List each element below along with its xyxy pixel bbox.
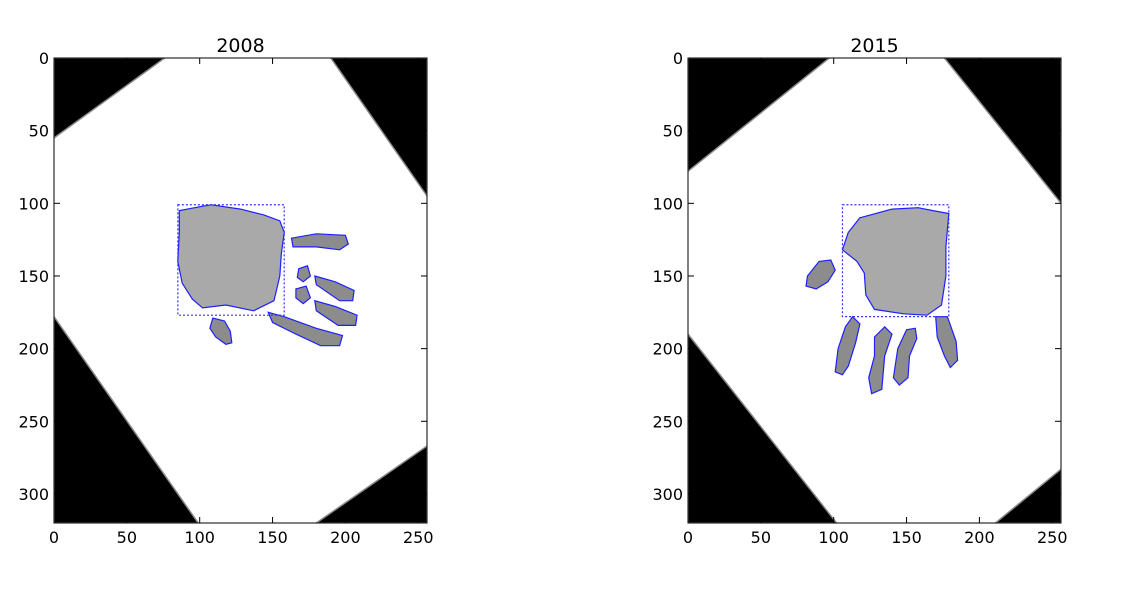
x-tick-label: 250 [403, 528, 434, 547]
y-tick-label: 200 [18, 340, 49, 359]
y-tick-label: 50 [663, 122, 683, 141]
x-tick-label: 0 [683, 528, 693, 547]
x-tick-label: 100 [184, 528, 215, 547]
black-corner-2 [688, 332, 838, 523]
x-tick-label: 100 [818, 528, 849, 547]
image-area [688, 58, 1061, 523]
finger-region-0 [290, 233, 350, 251]
y-tick-label: 100 [652, 194, 683, 213]
finger-region-1 [296, 265, 312, 283]
x-tick-label: 50 [751, 528, 771, 547]
black-corner-0 [688, 58, 831, 173]
y-tick-label: 150 [18, 267, 49, 286]
y-tick-label: 300 [652, 485, 683, 504]
black-corner-1 [943, 58, 1061, 205]
black-corner-0 [54, 58, 166, 139]
bounding-box [841, 204, 950, 318]
chart-2015-svg: 0 50 100 150 200 250 0 50 100 150 200 250 300 2015 [652, 35, 1068, 547]
chart-2008-svg: 0 50 100 150 200 250 0 50 100 150 200 250 300 2008 [18, 35, 434, 547]
finger-region-4 [314, 299, 358, 326]
image-area [54, 58, 427, 523]
y-tick-label: 200 [652, 340, 683, 359]
y-tick-label: 0 [673, 49, 683, 68]
y-tick-label: 250 [652, 412, 683, 431]
chart-title: 2015 [850, 35, 898, 57]
palm-region [177, 204, 285, 312]
finger-region-6 [209, 317, 233, 345]
black-corner-1 [329, 58, 427, 198]
black-corner-2 [54, 315, 200, 523]
finger-region-5 [267, 311, 344, 347]
x-tick-label: 200 [964, 528, 995, 547]
y-tick-label: 300 [18, 485, 49, 504]
finger-region-0 [805, 259, 836, 290]
palm-region [841, 207, 950, 316]
y-tick-label: 0 [39, 49, 49, 68]
black-corner-3 [994, 468, 1061, 523]
finger-region-1 [834, 315, 861, 376]
x-tick-label: 150 [257, 528, 288, 547]
finger-region-2 [295, 285, 312, 305]
x-tick-label: 200 [330, 528, 361, 547]
y-tick-label: 150 [652, 267, 683, 286]
plot-frame [687, 57, 1062, 524]
finger-region-3 [314, 275, 355, 302]
x-tick-label: 150 [891, 528, 922, 547]
x-tick-label: 250 [1037, 528, 1068, 547]
y-tick-label: 250 [18, 412, 49, 431]
x-tick-label: 0 [49, 528, 59, 547]
finger-region-4 [935, 316, 959, 369]
x-tick-label: 50 [117, 528, 137, 547]
finger-region-2 [868, 325, 893, 395]
chart-panel-2008: 0 50 100 150 200 250 0 50 100 150 200 250 300 2008 [18, 35, 434, 547]
y-tick-label: 100 [18, 194, 49, 213]
finger-region-3 [892, 327, 918, 386]
black-corner-3 [314, 445, 427, 523]
bounding-box [177, 204, 285, 316]
y-tick-label: 50 [29, 122, 49, 141]
plot-frame [53, 57, 428, 524]
chart-title: 2008 [216, 35, 264, 57]
chart-panel-2015: 0 50 100 150 200 250 0 50 100 150 200 250 300 2015 [634, 0, 1140, 605]
